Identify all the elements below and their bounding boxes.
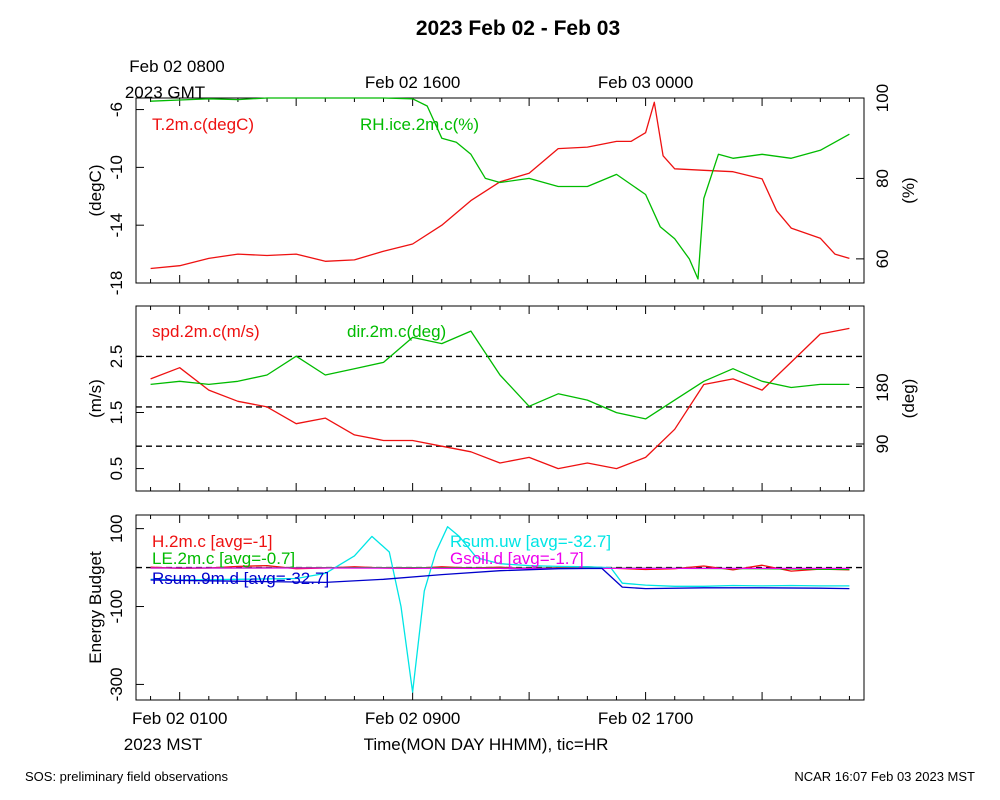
top-timezone-label: 2023 GMT bbox=[125, 83, 205, 102]
y-tick-label-left: -10 bbox=[107, 155, 126, 180]
y-tick-label-right: 80 bbox=[873, 169, 892, 188]
chart-title: 2023 Feb 02 - Feb 03 bbox=[416, 17, 620, 40]
series-line-t-2m-c bbox=[150, 101, 850, 270]
top-axis-tick-label: Feb 03 0000 bbox=[598, 73, 693, 92]
top-axis-tick-label: Feb 02 0800 bbox=[129, 57, 224, 76]
y-tick-label-left: -300 bbox=[107, 667, 126, 701]
legend-label: T.2m.c(degC) bbox=[152, 115, 254, 134]
bottom-axis-tick-label: Feb 02 0900 bbox=[365, 709, 460, 728]
y-tick-label-left: 1.5 bbox=[107, 401, 126, 425]
y-tick-label-right: 180 bbox=[873, 373, 892, 401]
plot-area: -6 -10 -14 -18 (degC) 60 80 100 (%) T.2m.c(degC) R… bbox=[86, 57, 918, 728]
legend-label: LE.2m.c [avg=-0.7] bbox=[152, 549, 295, 568]
y-tick-label-left: -14 bbox=[107, 213, 126, 238]
series-line-rh-ice-2m-c bbox=[150, 97, 850, 280]
y-tick-label-right: 100 bbox=[873, 84, 892, 112]
series-line-dir-2m-c bbox=[150, 330, 850, 420]
y-tick-label-left: -18 bbox=[107, 271, 126, 296]
legend-label: H.2m.c [avg=-1] bbox=[152, 532, 272, 551]
y-tick-label-left: -100 bbox=[107, 590, 126, 624]
top-axis-tick-label: Feb 02 1600 bbox=[365, 73, 460, 92]
y-tick-label-left: 100 bbox=[107, 514, 126, 542]
y-tick-label-right: 90 bbox=[873, 435, 892, 454]
series-line-h-2m-c bbox=[150, 564, 850, 572]
series-line-spd-2m-c bbox=[150, 327, 850, 470]
legend-label: RH.ice.2m.c(%) bbox=[360, 115, 479, 134]
bottom-timezone-label: 2023 MST bbox=[124, 735, 202, 754]
legend-label: Rsum.9m.d [avg=-32.7] bbox=[152, 569, 329, 588]
panel-2: 0.5 1.5 2.5(m/s) 90 180 (deg) spd.2m.c(m/s) dir… bbox=[86, 305, 918, 492]
y-axis-label-left: (degC) bbox=[86, 165, 105, 217]
bottom-axis-tick-label: Feb 02 1700 bbox=[598, 709, 693, 728]
legend-label: spd.2m.c(m/s) bbox=[152, 322, 260, 341]
footer-right: NCAR 16:07 Feb 03 2023 MST bbox=[794, 769, 975, 784]
bottom-axis-tick-label: Feb 02 0100 bbox=[132, 709, 227, 728]
x-axis-label: Time(MON DAY HHMM), tic=HR bbox=[364, 735, 609, 754]
y-tick-label-left: 2.5 bbox=[107, 345, 126, 369]
footer-left: SOS: preliminary field observations bbox=[25, 769, 229, 784]
series-line-rsum-uw bbox=[150, 526, 850, 693]
y-axis-label-right: (%) bbox=[899, 177, 918, 203]
y-axis-label-left: Energy Budget bbox=[86, 551, 105, 664]
legend-label: dir.2m.c(deg) bbox=[347, 322, 446, 341]
y-tick-label-left: 0.5 bbox=[107, 457, 126, 481]
legend-label: Rsum.uw [avg=-32.7] bbox=[450, 532, 611, 551]
panel-1: -6 -10 -14 -18 (degC) 60 80 100 (%) T.2m.c(degC) R… bbox=[86, 84, 918, 295]
legend-label: Gsoil.d [avg=-1.7] bbox=[450, 549, 584, 568]
series-line-rsum-9m-d bbox=[150, 567, 850, 590]
y-tick-label-left: -6 bbox=[107, 102, 126, 117]
y-axis-label-right: (deg) bbox=[899, 379, 918, 419]
y-axis-label-left: (m/s) bbox=[86, 379, 105, 418]
y-tick-label-right: 60 bbox=[873, 249, 892, 268]
